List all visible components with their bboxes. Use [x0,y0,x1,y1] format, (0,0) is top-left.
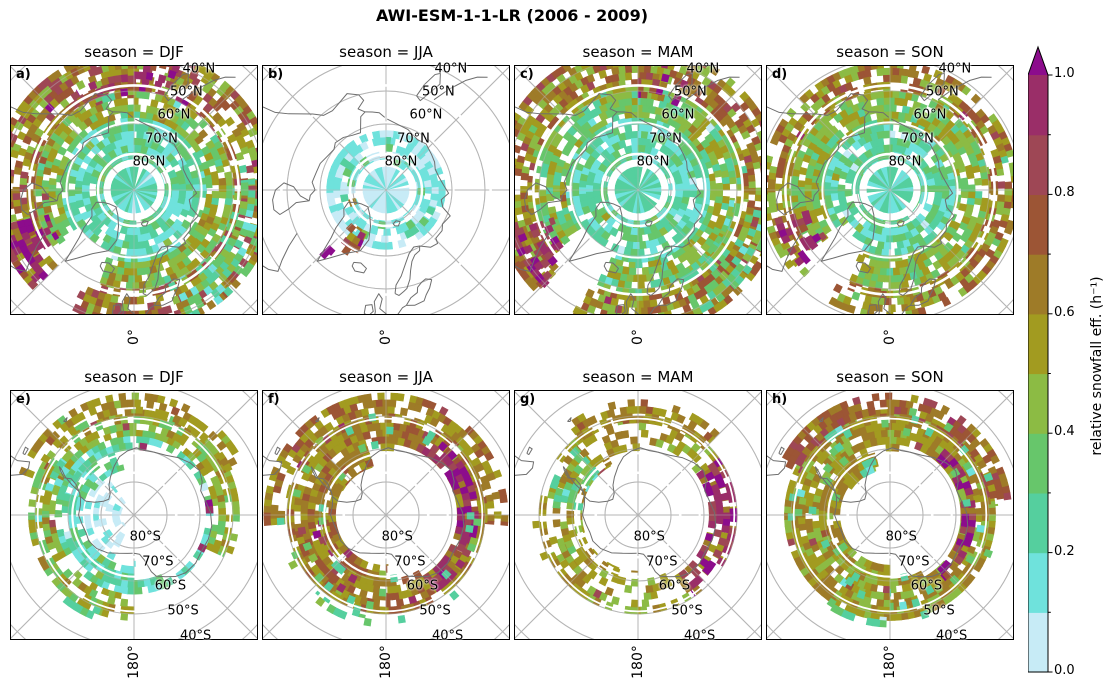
lat-label: 60°S [406,578,439,594]
lat-label: 50°S [167,603,199,619]
lat-label: 50°N [170,84,203,100]
lat-label: 60°N [157,107,191,123]
panel-letter: g) [520,392,536,407]
panel-letter: e) [16,392,31,407]
panel-c: season = MAM c) 0° 40°N 50°N 60°N 70°N 80°N [514,43,762,345]
panel-title: season = MAM [582,43,694,61]
lat-label: 40°S [935,628,968,644]
panel-letter: f) [268,392,280,407]
map-canvas [767,66,1013,314]
lat-label: 70°N [145,131,178,147]
lat-label: 40°N [434,61,468,77]
lat-label: 80°S [633,529,665,545]
panel-title: season = MAM [582,368,694,386]
panel-title: season = DJF [84,368,184,386]
lat-label: 70°N [649,131,682,147]
meridian-label: 180° [125,645,142,679]
lat-label: 80°N [384,154,418,170]
lat-label: 70°S [898,554,930,570]
panel-d: season = SON d) 0° 40°N 50°N 60°N 70°N 80°N [766,43,1014,345]
panel-a: season = DJF a) 0° 40°N 50°N 60°N 70°N 80°N [10,43,258,345]
lat-label: 70°S [142,554,174,570]
meridian-label: 0° [377,329,394,345]
lat-label: 80°S [129,529,161,545]
lat-label: 70°N [397,131,430,147]
panel-e: season = DJF e) 180° 40°S 50°S 60°S 70°S 80°… [10,368,258,679]
colorbar-gradient [1028,45,1053,673]
lat-label: 40°S [431,628,464,644]
lat-label: 70°S [646,554,678,570]
meridian-label: 180° [881,645,898,679]
panel-title: season = JJA [339,368,433,386]
map-canvas [11,66,257,314]
lat-label: 60°S [154,578,187,594]
lat-label: 50°S [419,603,451,619]
lat-label: 60°N [409,107,443,123]
figure-title: AWI-ESM-1-1-LR (2006 - 2009) [375,6,649,25]
panel-title: season = JJA [339,43,433,61]
panel-letter: d) [772,67,788,82]
panel-title: season = SON [836,43,944,61]
meridian-label-wrap: 180° [767,639,1013,685]
colorbar-tick-label: 0.0 [1054,663,1075,678]
colorbar-tick-label: 0.4 [1054,424,1075,440]
lat-label: 40°S [683,628,716,644]
map-canvas [263,66,509,314]
panel-f: season = JJA f) 180° 40°S 50°S 60°S 70°S 80°… [262,368,510,679]
lat-label: 50°N [674,84,707,100]
lat-label: 60°S [910,578,943,594]
colorbar: 0.0 0.2 0.4 0.6 0.8 1.0 [1028,45,1114,685]
colorbar-tick-label: 0.2 [1054,543,1075,559]
panel-letter: b) [268,67,284,82]
lat-label: 50°N [926,84,959,100]
panel-h: season = SON h) 180° 40°S 50°S 60°S 70°S 80°… [766,368,1014,679]
meridian-label: 0° [125,329,142,345]
lat-label: 40°N [182,61,216,77]
colorbar-label: relative snowfall eff. (h⁻¹) [1089,276,1105,456]
colorbar-tick-label: 0.8 [1054,185,1075,201]
meridian-label-wrap: 180° [11,639,257,685]
colorbar-tick-label: 0.6 [1054,304,1075,320]
lat-label: 50°N [422,84,455,100]
panel-b: season = JJA b) 0° 40°N 50°N 60°N 70°N 80°N [262,43,510,345]
lat-label: 80°N [132,154,166,170]
lat-label: 50°S [671,603,703,619]
lat-label: 60°S [658,578,691,594]
lat-label: 50°S [923,603,955,619]
lat-label: 40°S [179,628,212,644]
map-canvas [263,391,509,639]
meridian-label-wrap: 180° [263,639,509,685]
colorbar-tick-label: 1.0 [1054,66,1075,81]
meridian-label-wrap: 180° [515,639,761,685]
panel-letter: h) [772,392,788,407]
panel-title: season = DJF [84,43,184,61]
lat-label: 60°N [661,107,695,123]
panel-g: season = MAM g) 180° 40°S 50°S 60°S 70°S 80°… [514,368,762,679]
meridian-label: 0° [881,329,898,345]
lat-label: 80°N [636,154,670,170]
panel-letter: c) [520,67,534,82]
meridian-label-wrap: 0° [11,314,257,360]
map-canvas [11,391,257,639]
meridian-label: 180° [629,645,646,679]
lat-label: 40°N [938,61,972,77]
lat-label: 70°S [394,554,426,570]
meridian-label-wrap: 0° [263,314,509,360]
lat-label: 70°N [901,131,934,147]
meridian-label-wrap: 0° [767,314,1013,360]
meridian-label: 180° [377,645,394,679]
meridian-label-wrap: 0° [515,314,761,360]
lat-label: 80°S [885,529,917,545]
lat-label: 80°S [381,529,413,545]
map-canvas [515,391,761,639]
meridian-label: 0° [629,329,646,345]
lat-label: 80°N [888,154,922,170]
lat-label: 60°N [913,107,947,123]
panel-letter: a) [16,67,31,82]
map-canvas [767,391,1013,639]
panel-title: season = SON [836,368,944,386]
map-canvas [515,66,761,314]
lat-label: 40°N [686,61,720,77]
